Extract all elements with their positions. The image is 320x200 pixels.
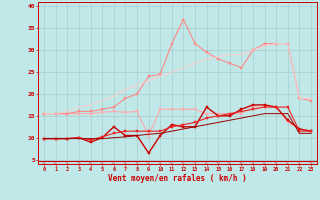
Text: ↓: ↓ [180, 159, 187, 166]
Text: ↓: ↓ [76, 159, 82, 166]
Text: ↓: ↓ [308, 159, 314, 166]
Text: ↓: ↓ [204, 159, 210, 166]
Text: ↓: ↓ [64, 159, 71, 166]
Text: ↓: ↓ [157, 159, 164, 166]
Text: ↓: ↓ [52, 159, 59, 166]
Text: ↓: ↓ [250, 159, 256, 166]
Text: ↓: ↓ [122, 159, 129, 166]
Text: ↓: ↓ [284, 159, 291, 166]
Text: ↓: ↓ [273, 159, 279, 166]
Text: ↓: ↓ [296, 159, 303, 166]
X-axis label: Vent moyen/en rafales ( km/h ): Vent moyen/en rafales ( km/h ) [108, 174, 247, 183]
Text: ↓: ↓ [99, 159, 105, 166]
Text: ↓: ↓ [134, 159, 140, 166]
Text: ↓: ↓ [87, 159, 94, 166]
Text: ↓: ↓ [111, 159, 117, 166]
Text: ↓: ↓ [145, 159, 152, 166]
Text: ↓: ↓ [238, 159, 244, 166]
Text: ↓: ↓ [41, 159, 47, 166]
Text: ↓: ↓ [215, 159, 221, 166]
Text: ↓: ↓ [169, 159, 175, 166]
Text: ↓: ↓ [261, 159, 268, 166]
Text: ↓: ↓ [192, 159, 198, 166]
Text: ↓: ↓ [227, 159, 233, 166]
